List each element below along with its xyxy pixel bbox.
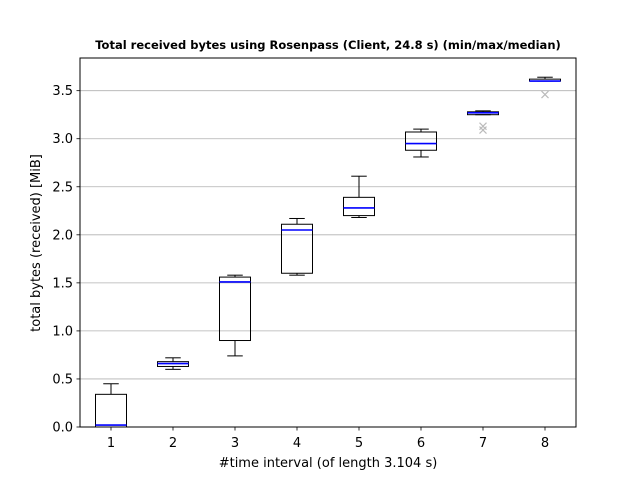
x-tick-label: 7 [479,436,487,451]
x-tick-label: 2 [169,436,177,451]
x-tick-label: 8 [541,436,549,451]
y-tick-label: 3.5 [52,84,73,99]
box-body [343,196,375,217]
y-tick-label: 1.0 [52,324,73,339]
box-body [405,131,437,151]
x-tick-label: 5 [355,436,363,451]
box-3 [219,274,251,357]
x-tick-label: 6 [417,436,425,451]
grid-layer [80,90,576,380]
x-tick-label: 1 [107,436,115,451]
y-axis-ticks: 0.0 0.5 1.0 1.5 2.0 2.5 3.0 3.5 [52,84,80,436]
y-tick-label: 0.5 [52,372,73,387]
box-body [281,223,313,274]
chart-title: Total received bytes using Rosenpass (Cl… [95,38,561,52]
outlier-marker [479,122,487,131]
x-tick-label: 4 [293,436,301,451]
box-8 [529,76,561,99]
box-5 [343,175,375,219]
y-axis-label: total bytes (received) [MiB] [29,154,44,332]
box-4 [281,217,313,276]
box-7 [467,110,499,134]
x-tick-label: 3 [231,436,239,451]
y-tick-label: 2.5 [52,180,73,195]
x-axis-label: #time interval (of length 3.104 s) [219,456,438,471]
plot-area-frame [79,57,577,428]
box-6 [405,128,437,158]
x-axis-ticks: 1 2 3 4 5 6 7 8 [107,427,549,451]
y-tick-label: 1.5 [52,276,73,291]
box-body [219,276,251,342]
outlier-marker [541,90,549,99]
y-tick-label: 2.0 [52,228,73,243]
y-tick-label: 0.0 [52,421,73,436]
y-tick-label: 3.0 [52,132,73,147]
box-2 [157,357,189,370]
